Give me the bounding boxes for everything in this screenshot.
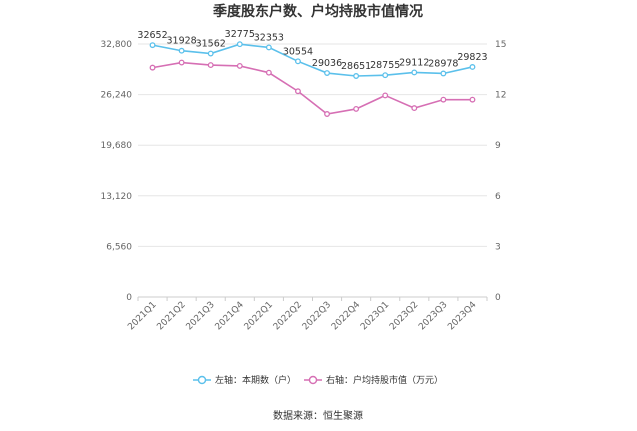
data-label: 31562 bbox=[196, 39, 226, 50]
x-tick-label: 2022Q1 bbox=[243, 300, 275, 332]
series-point-1[interactable] bbox=[411, 105, 418, 112]
right-tick-label: 6 bbox=[495, 192, 501, 202]
x-tick-label: 2023Q2 bbox=[388, 300, 420, 332]
x-tick-label: 2021Q4 bbox=[214, 300, 247, 333]
left-tick-label: 19,680 bbox=[101, 141, 133, 151]
left-axis-ticks: 0 6,560 13,120 19,680 26,240 32,800 bbox=[101, 40, 133, 303]
data-label: 32775 bbox=[225, 29, 255, 40]
left-tick-label: 6,560 bbox=[106, 242, 132, 252]
series-point-1[interactable] bbox=[236, 62, 243, 69]
series-point-1[interactable] bbox=[265, 69, 272, 76]
right-tick-label: 0 bbox=[495, 293, 501, 303]
legend-item-1[interactable]: 右轴：户均持股市值（万元） bbox=[304, 374, 443, 386]
data-label: 30554 bbox=[283, 46, 313, 57]
series-point-0[interactable] bbox=[382, 72, 389, 79]
x-tick-label: 2023Q4 bbox=[446, 300, 479, 333]
series-point-0[interactable] bbox=[178, 47, 185, 54]
left-tick-label: 32,800 bbox=[101, 40, 133, 50]
right-tick-label: 3 bbox=[495, 242, 501, 252]
data-label: 32353 bbox=[254, 32, 284, 43]
source-note: 数据来源：恒生聚源 bbox=[273, 409, 363, 422]
series-points bbox=[149, 41, 476, 117]
data-label: 31928 bbox=[167, 36, 197, 47]
data-label: 28755 bbox=[370, 60, 400, 71]
data-label: 29823 bbox=[457, 52, 487, 63]
series-point-1[interactable] bbox=[295, 88, 301, 95]
legend[interactable]: 左轴：本期数（户） 右轴：户均持股市值（万元） bbox=[193, 374, 443, 386]
x-tick-label: 2022Q2 bbox=[272, 300, 304, 332]
left-tick-label: 26,240 bbox=[101, 91, 133, 101]
legend-marker-icon bbox=[308, 375, 318, 385]
series-point-0[interactable] bbox=[353, 73, 360, 79]
right-axis-ticks: 0 3 6 9 12 15 bbox=[495, 40, 506, 303]
x-tick-label: 2021Q1 bbox=[126, 300, 158, 332]
series-point-0[interactable] bbox=[440, 70, 447, 77]
legend-marker-icon bbox=[197, 375, 207, 385]
left-tick-label: 0 bbox=[126, 293, 132, 303]
x-tick-label: 2023Q3 bbox=[417, 300, 449, 332]
series-line-0 bbox=[152, 43, 473, 77]
legend-item-0[interactable]: 左轴：本期数（户） bbox=[193, 374, 296, 386]
series-point-1[interactable] bbox=[178, 59, 185, 66]
right-tick-label: 9 bbox=[495, 141, 501, 151]
data-label: 28978 bbox=[428, 58, 458, 69]
series-point-1[interactable] bbox=[149, 64, 156, 71]
series-point-1[interactable] bbox=[207, 62, 214, 69]
series-point-1[interactable] bbox=[353, 105, 360, 112]
series-point-0[interactable] bbox=[265, 44, 272, 51]
series-point-0[interactable] bbox=[207, 50, 214, 57]
x-tick-label: 2023Q1 bbox=[359, 300, 391, 332]
series-point-0[interactable] bbox=[469, 64, 476, 70]
series-point-0[interactable] bbox=[411, 69, 418, 76]
legend-label: 左轴：本期数（户） bbox=[215, 374, 296, 386]
x-tick-label: 2021Q3 bbox=[185, 300, 217, 332]
data-label: 29112 bbox=[399, 57, 429, 68]
series-lines bbox=[152, 43, 473, 115]
data-label: 29036 bbox=[312, 58, 342, 69]
right-tick-label: 15 bbox=[495, 40, 506, 50]
x-axis: 2021Q12021Q22021Q32021Q42022Q12022Q22022… bbox=[126, 297, 488, 333]
legend-label: 右轴：户均持股市值（万元） bbox=[326, 374, 443, 386]
series-point-1[interactable] bbox=[440, 96, 447, 103]
chart-title: 季度股东户数、户均持股市值情况 bbox=[212, 3, 423, 20]
grid-lines bbox=[138, 43, 487, 298]
series-point-0[interactable] bbox=[149, 42, 156, 49]
series-point-0[interactable] bbox=[295, 58, 301, 65]
series-line-1 bbox=[152, 61, 473, 115]
data-label: 32652 bbox=[137, 30, 167, 41]
data-label: 28651 bbox=[341, 61, 371, 72]
series-point-1[interactable] bbox=[382, 92, 389, 99]
series-point-1[interactable] bbox=[469, 96, 476, 103]
series-point-0[interactable] bbox=[236, 41, 243, 48]
right-tick-label: 12 bbox=[495, 91, 506, 101]
series-point-0[interactable] bbox=[324, 70, 330, 76]
x-tick-label: 2022Q3 bbox=[301, 300, 333, 332]
left-tick-label: 13,120 bbox=[101, 192, 133, 202]
x-tick-label: 2021Q2 bbox=[155, 300, 187, 332]
x-tick-label: 2022Q4 bbox=[330, 300, 363, 333]
series-point-1[interactable] bbox=[324, 111, 330, 117]
